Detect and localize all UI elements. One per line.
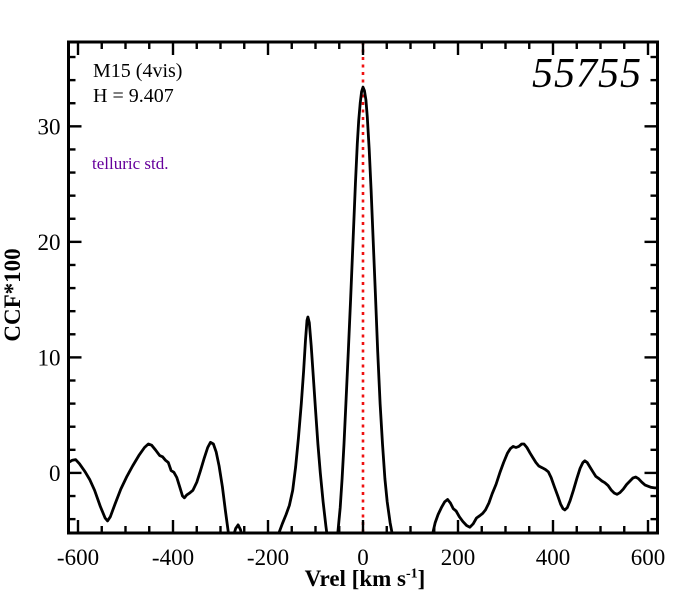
y-tick-label: 10: [38, 345, 61, 370]
y-tick-label: 0: [49, 461, 61, 486]
x-axis-title-main: Vrel [km s: [304, 566, 406, 591]
x-tick-label: -400: [152, 545, 194, 570]
x-tick-label: -600: [57, 545, 99, 570]
x-axis-title: Vrel [km s-1]: [240, 566, 490, 592]
y-tick-label: 30: [38, 114, 61, 139]
annotation-cluster: M15 (4vis): [93, 60, 183, 82]
x-axis-title-close: ]: [417, 566, 426, 591]
x-tick-label: 400: [536, 545, 571, 570]
x-axis-title-exponent: -1: [406, 566, 418, 582]
annotation-magnitude: H = 9.407: [93, 85, 174, 107]
annotation-telluric-std: telluric std.: [92, 154, 169, 173]
annotation-id-number: 55755: [532, 51, 642, 97]
y-axis-title: CCF*100: [0, 248, 25, 341]
plot-frame: [67, 40, 659, 535]
y-tick-label: 20: [38, 230, 61, 255]
ccf-curve: [68, 85, 658, 533]
x-tick-label: 0: [357, 545, 369, 570]
x-tick-label: -200: [247, 545, 289, 570]
x-tick-label: 200: [441, 545, 476, 570]
x-tick-label: 600: [631, 545, 666, 570]
